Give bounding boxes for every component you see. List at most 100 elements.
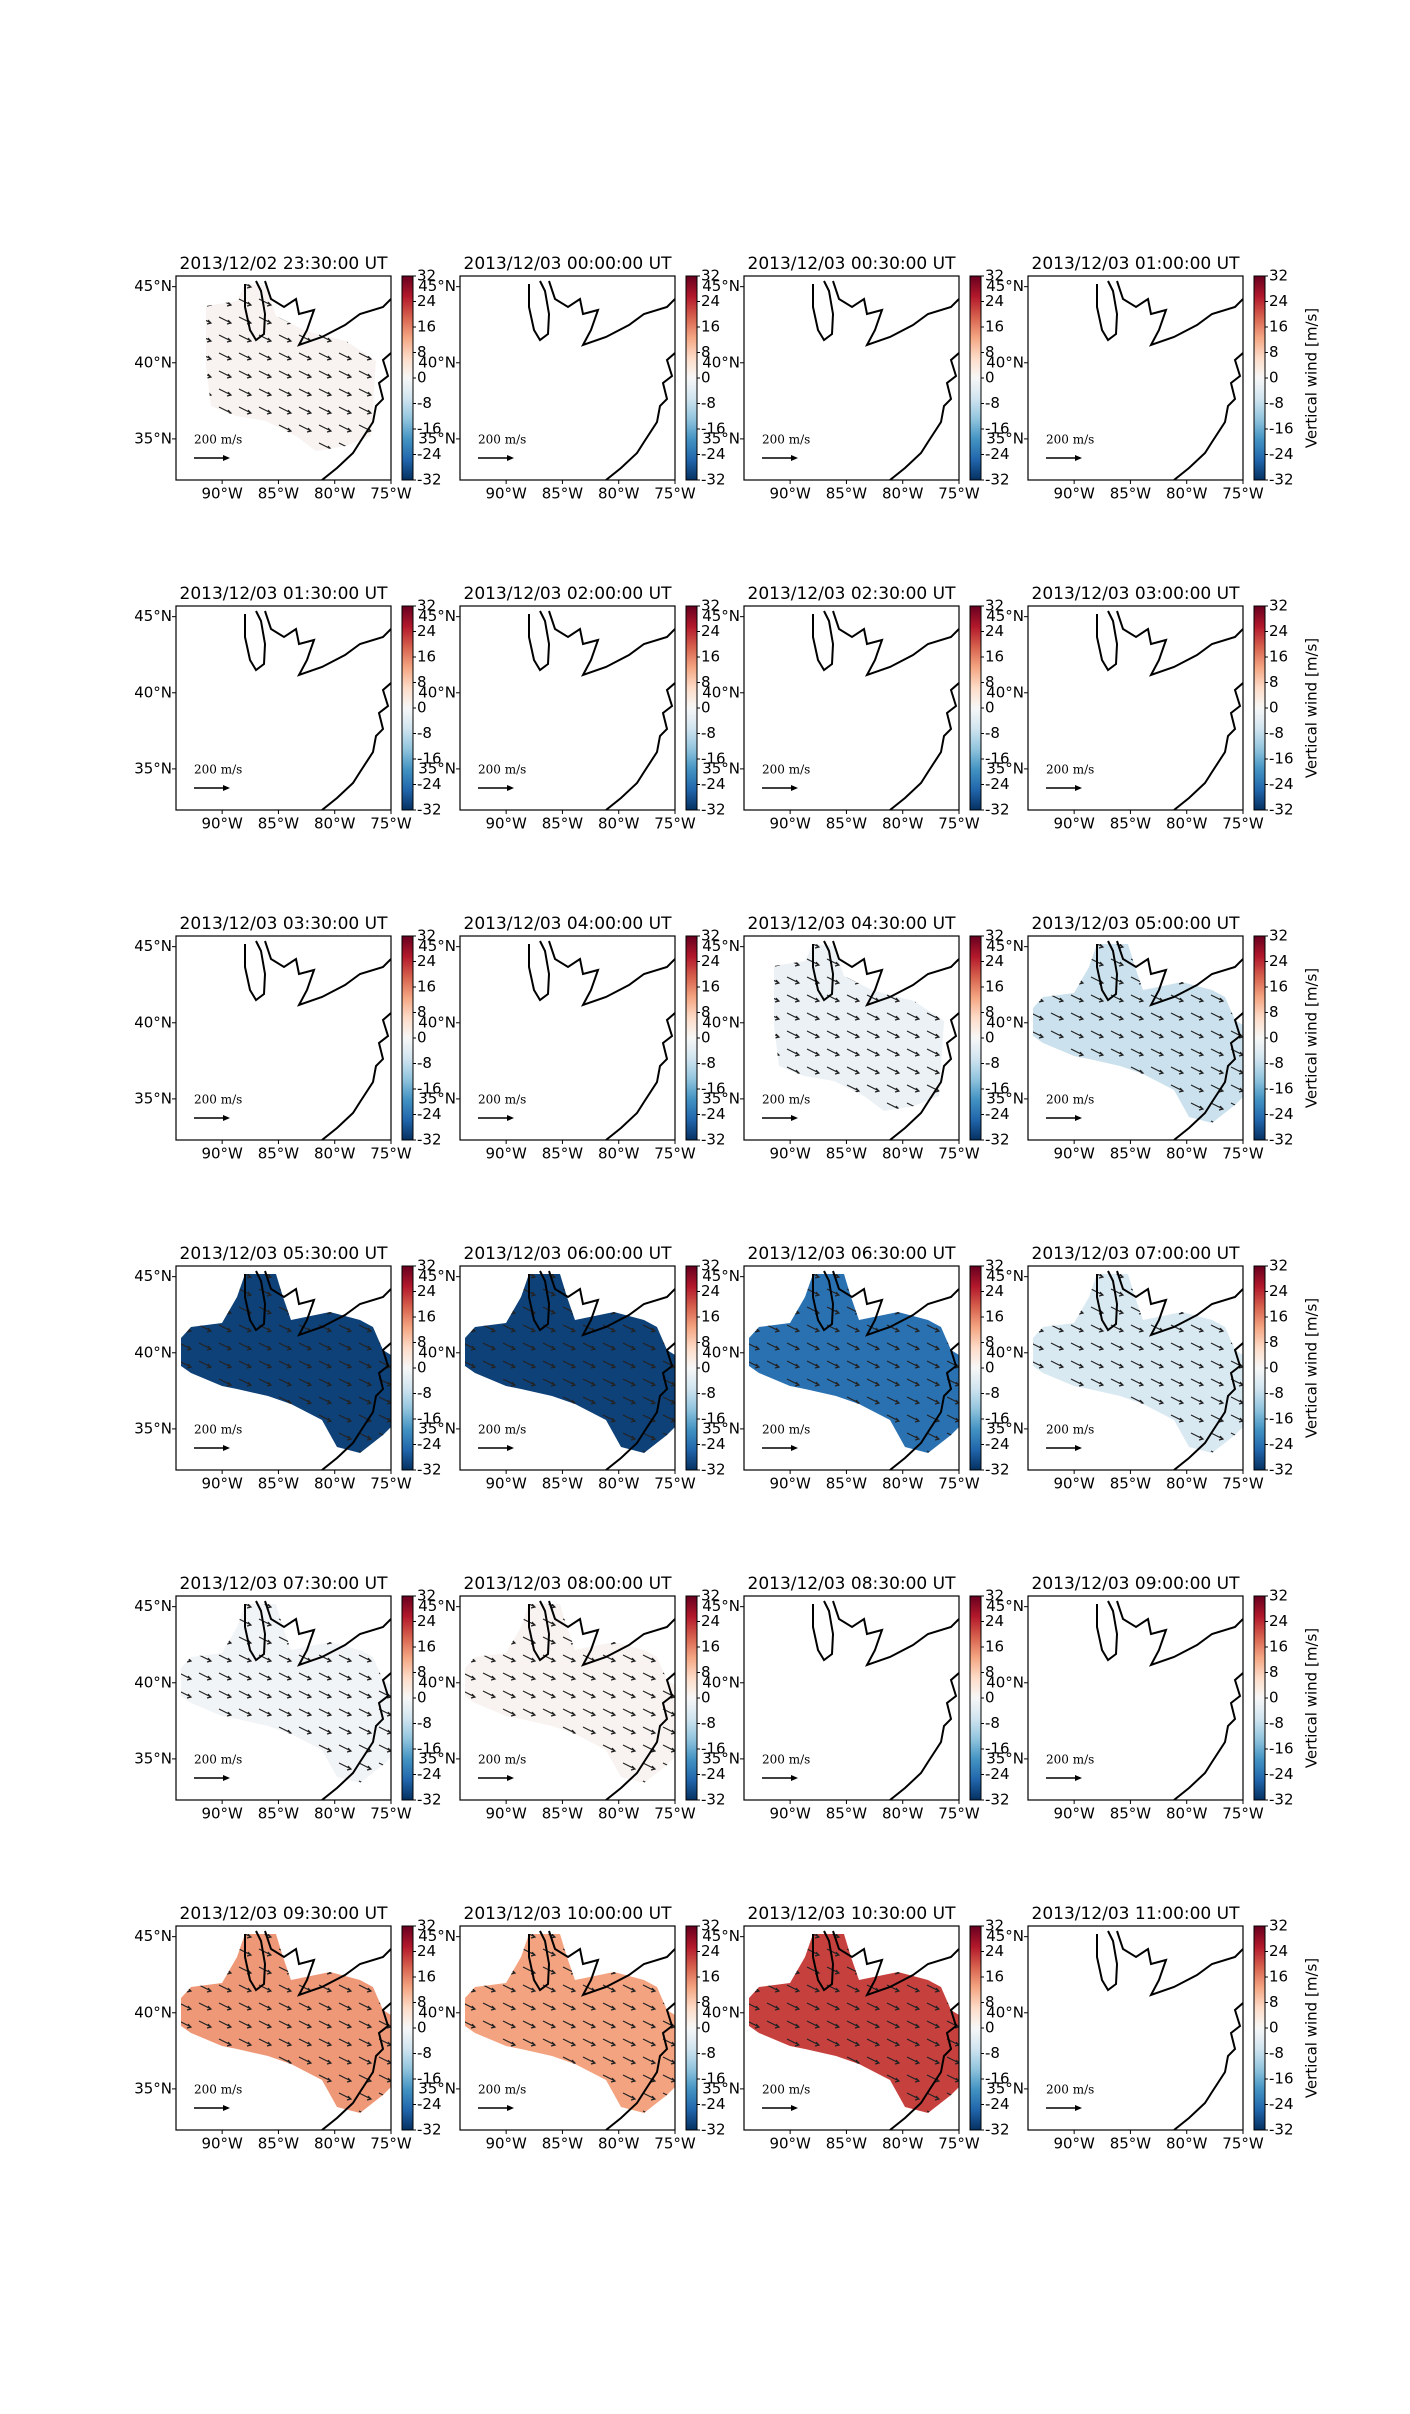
map-frame [1027,935,1244,1141]
x-tick-label: 90°W [485,1805,527,1823]
y-tick-label: 35°N [702,1419,740,1437]
colorbar-tick-label: -16 [701,750,726,768]
colorbar-tick-label: 16 [1269,1968,1288,1986]
x-tick-label: 75°W [370,1805,412,1823]
x-tick-label: 80°W [882,815,924,833]
x-tick-label: 85°W [542,1475,584,1493]
colorbar-tick-label: -32 [701,2121,726,2139]
map-frame [743,605,960,811]
map-panel: 2013/12/03 02:00:00 UT 90°W 85°W 80°W 75°W 35… [418,584,725,833]
colorbar-tick-label: -16 [417,2070,442,2088]
colorbar-tick-label: -32 [985,471,1010,489]
colorbar-tick-label: -8 [985,2044,1000,2062]
colorbar [401,1265,414,1471]
colorbar-tick-label: 8 [701,673,711,691]
map-frame [1027,1265,1244,1471]
colorbar-tick-label: -8 [985,1384,1000,1402]
panel-title: 2013/12/03 07:30:00 UT [180,1574,389,1594]
coastline [528,610,675,810]
y-tick-label: 40°N [134,683,172,701]
y-tick-label: 45°N [134,277,172,295]
y-tick-label: 45°N [134,607,172,625]
reference-arrow-label: 200 m/s [762,1423,810,1437]
colorbar [969,605,982,811]
colorbar-tick-label: -16 [417,1080,442,1098]
y-tick-label: 35°N [418,759,456,777]
colorbar-tick-label: 0 [417,2019,427,2037]
y-tick-label: 35°N [702,759,740,777]
x-tick-label: 75°W [1222,1805,1264,1823]
x-tick-label: 85°W [258,1475,300,1493]
colorbar-tick-label: -32 [417,1461,442,1479]
map-panel: 2013/12/03 01:00:00 UT 90°W 85°W 80°W 75°W 35… [986,254,1320,503]
y-tick-label: 35°N [134,1419,172,1437]
map-panel: 2013/12/03 06:00:00 UT 90°W 85°W 80°W 75°W 35… [418,1244,725,1493]
reference-arrow-label: 200 m/s [1046,763,1094,777]
colorbar-tick-label: -16 [701,420,726,438]
map-frame [175,935,392,1141]
colorbar-tick-label: 24 [417,952,436,970]
y-tick-label: 40°N [702,353,740,371]
colorbar-tick-label: 32 [1269,927,1288,945]
x-tick-label: 80°W [1166,1145,1208,1163]
y-tick-label: 45°N [986,607,1024,625]
x-tick-label: 90°W [769,2135,811,2153]
panel-title: 2013/12/03 00:30:00 UT [748,254,957,274]
colorbar-tick-label: 8 [417,673,427,691]
x-tick-label: 85°W [542,1805,584,1823]
colorbar-tick-label: 32 [417,1917,436,1935]
y-tick-label: 40°N [702,1673,740,1691]
colorbar-tick-label: 0 [1269,699,1279,717]
colorbar-tick-label: 8 [417,1993,427,2011]
x-tick-label: 75°W [370,485,412,503]
x-tick-label: 90°W [201,1475,243,1493]
colorbar-tick-label: 24 [417,292,436,310]
reference-arrow-head [223,1115,230,1121]
x-tick-label: 85°W [258,485,300,503]
colorbar-tick-label: -8 [985,1714,1000,1732]
x-tick-label: 85°W [826,815,868,833]
colorbar-tick-label: -8 [417,1054,432,1072]
colorbar-tick-label: 32 [985,1257,1004,1275]
x-tick-label: 75°W [1222,1145,1264,1163]
y-tick-label: 40°N [418,2003,456,2021]
colorbar-tick-label: -24 [417,1105,442,1123]
map-area [465,1930,675,2130]
reference-arrow-head [1075,1115,1082,1121]
map-area [1096,1600,1243,1800]
x-tick-label: 80°W [314,1475,356,1493]
y-tick-label: 35°N [134,1089,172,1107]
colorbar-tick-label: 8 [701,343,711,361]
colorbar-tick-label: -24 [417,775,442,793]
colorbar-tick-label: -24 [1269,2095,1294,2113]
y-tick-label: 45°N [418,607,456,625]
reference-arrow-head [1075,785,1082,791]
y-tick-label: 45°N [986,1927,1024,1945]
colorbar-tick-label: 32 [1269,1257,1288,1275]
y-tick-label: 45°N [702,1927,740,1945]
reference-arrow-label: 200 m/s [478,763,526,777]
colorbar-tick-label: -24 [701,1765,726,1783]
x-tick-label: 85°W [258,2135,300,2153]
x-tick-label: 75°W [654,1805,696,1823]
x-tick-label: 80°W [1166,815,1208,833]
colorbar [401,605,414,811]
x-tick-label: 75°W [938,1805,980,1823]
colorbar-tick-label: 32 [1269,1917,1288,1935]
x-tick-label: 85°W [826,1145,868,1163]
colorbar-tick-label: -8 [701,1714,716,1732]
colorbar-tick-label: -16 [985,750,1010,768]
map-area [812,610,959,810]
coastline [812,280,959,480]
reference-arrow-head [507,785,514,791]
y-tick-label: 45°N [134,1597,172,1615]
y-tick-label: 40°N [418,353,456,371]
map-panel: 2013/12/03 04:30:00 UT 90°W 85°W 80°W 75°W 35… [702,914,1009,1163]
reference-arrow-head [507,455,514,461]
colorbar-tick-label: 16 [1269,978,1288,996]
colorbar-tick-label: -8 [1269,1714,1284,1732]
map-area [812,280,959,480]
colorbar-tick-label: -32 [985,2121,1010,2139]
colorbar-tick-label: 32 [417,597,436,615]
x-tick-label: 75°W [654,1475,696,1493]
